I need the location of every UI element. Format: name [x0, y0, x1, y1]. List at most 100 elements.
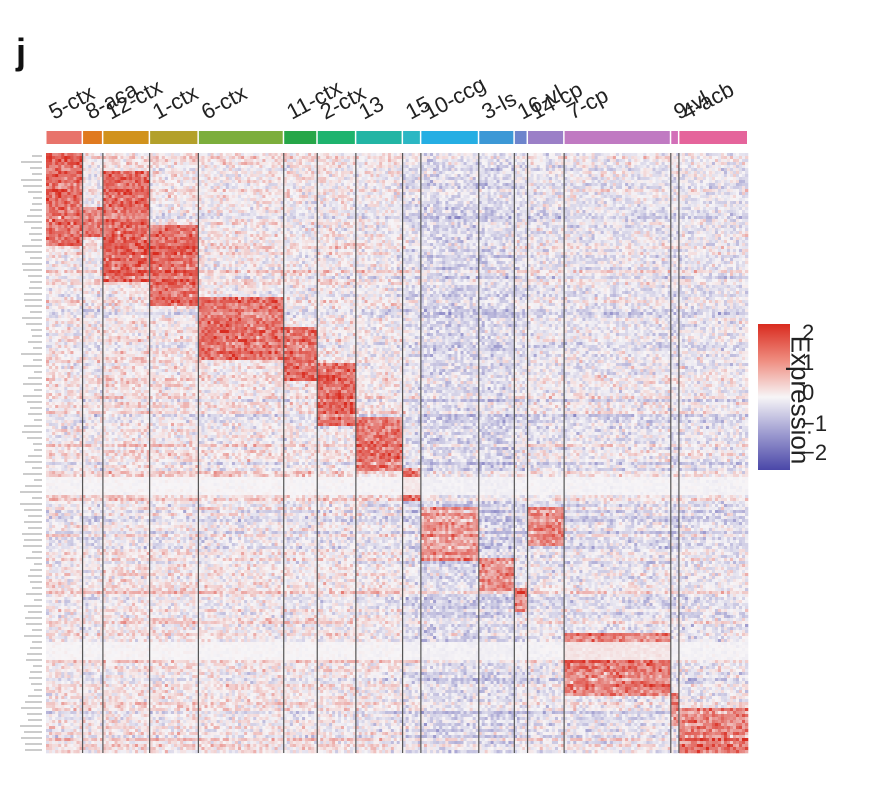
- heat-cell: [73, 726, 76, 729]
- heat-cell: [73, 216, 76, 219]
- heat-cell: [70, 405, 73, 408]
- heat-cell: [55, 210, 58, 213]
- heat-cell: [73, 654, 76, 657]
- heat-cell: [88, 177, 91, 180]
- heat-cell: [73, 411, 76, 414]
- heat-cell: [64, 423, 67, 426]
- heat-cell: [67, 552, 70, 555]
- heat-cell: [85, 519, 88, 522]
- heat-cell: [67, 156, 70, 159]
- heat-cell: [61, 177, 64, 180]
- heat-cell: [67, 426, 70, 429]
- heat-cell: [67, 609, 70, 612]
- heat-cell: [61, 219, 64, 222]
- heat-cell: [61, 702, 64, 705]
- heat-cell: [55, 339, 58, 342]
- heat-cell: [58, 432, 61, 435]
- heat-cell: [52, 681, 55, 684]
- heat-cell: [49, 438, 52, 441]
- heat-cell: [91, 267, 94, 270]
- heat-cell: [67, 444, 70, 447]
- heat-cell: [76, 621, 79, 624]
- heat-cell: [58, 417, 61, 420]
- heat-cell: [73, 198, 76, 201]
- heat-cell: [70, 417, 73, 420]
- heat-cell: [76, 405, 79, 408]
- heat-cell: [67, 516, 70, 519]
- heat-cell: [55, 159, 58, 162]
- heat-cell: [46, 591, 49, 594]
- heat-cell: [58, 393, 61, 396]
- heat-cell: [46, 213, 49, 216]
- heat-cell: [58, 381, 61, 384]
- heat-cell: [58, 351, 61, 354]
- heat-cell: [85, 297, 88, 300]
- heat-cell: [67, 288, 70, 291]
- heat-cell: [70, 249, 73, 252]
- heat-cell: [70, 510, 73, 513]
- heat-cell: [55, 588, 58, 591]
- heat-cell: [70, 537, 73, 540]
- heat-cell: [73, 510, 76, 513]
- heat-cell: [52, 342, 55, 345]
- heat-cell: [64, 654, 67, 657]
- heat-cell: [46, 519, 49, 522]
- heat-cell: [76, 732, 79, 735]
- heat-cell: [85, 702, 88, 705]
- heat-cell: [58, 708, 61, 711]
- heat-cell: [46, 690, 49, 693]
- heat-cell: [88, 591, 91, 594]
- heat-cell: [55, 672, 58, 675]
- heat-cell: [76, 363, 79, 366]
- heat-cell: [73, 690, 76, 693]
- heat-cell: [49, 543, 52, 546]
- heat-cell: [88, 459, 91, 462]
- heat-cell: [64, 237, 67, 240]
- heat-cell: [88, 372, 91, 375]
- heat-cell: [55, 696, 58, 699]
- heat-cell: [49, 717, 52, 720]
- heat-cell: [70, 555, 73, 558]
- heat-cell: [88, 315, 91, 318]
- heat-cell: [91, 246, 94, 249]
- heat-cell: [64, 468, 67, 471]
- heat-cell: [46, 714, 49, 717]
- heat-cell: [49, 339, 52, 342]
- heat-cell: [88, 183, 91, 186]
- heat-cell: [58, 585, 61, 588]
- heat-cell: [76, 570, 79, 573]
- heat-cell: [85, 267, 88, 270]
- heat-cell: [73, 669, 76, 672]
- heat-cell: [61, 366, 64, 369]
- heat-cell: [70, 747, 73, 750]
- heat-cell: [64, 177, 67, 180]
- heat-cell: [55, 366, 58, 369]
- heat-cell: [46, 585, 49, 588]
- heat-cell: [46, 492, 49, 495]
- heat-cell: [46, 447, 49, 450]
- heat-cell: [70, 591, 73, 594]
- heat-cell: [73, 537, 76, 540]
- heat-cell: [49, 570, 52, 573]
- heat-cell: [46, 633, 49, 636]
- heat-cell: [61, 432, 64, 435]
- heat-cell: [61, 249, 64, 252]
- heat-cell: [46, 240, 49, 243]
- heat-cell: [70, 327, 73, 330]
- heat-cell: [55, 528, 58, 531]
- heat-cell: [46, 483, 49, 486]
- heat-cell: [64, 264, 67, 267]
- heat-cell: [61, 552, 64, 555]
- heat-cell: [55, 474, 58, 477]
- heat-cell: [91, 396, 94, 399]
- heat-cell: [73, 225, 76, 228]
- heat-cell: [70, 732, 73, 735]
- heat-cell: [55, 489, 58, 492]
- heat-cell: [73, 363, 76, 366]
- heat-cell: [73, 204, 76, 207]
- heat-cell: [58, 702, 61, 705]
- heat-cell: [85, 672, 88, 675]
- heat-cell: [73, 525, 76, 528]
- heat-cell: [64, 645, 67, 648]
- heat-cell: [64, 390, 67, 393]
